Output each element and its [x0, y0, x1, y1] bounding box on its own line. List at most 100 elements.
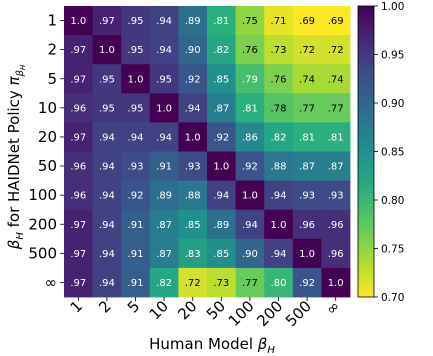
heatmap-cell [64, 122, 93, 152]
heatmap-cell [207, 151, 236, 181]
heatmap-cell [207, 64, 236, 94]
y-axis-label: βH for HAIDNet Policy πβH [5, 64, 27, 250]
heatmap-cell-label: .79 [242, 74, 258, 85]
heatmap-cell [178, 180, 208, 211]
heatmap-cell-label: 1.0 [242, 191, 258, 202]
heatmap-cell-label: .93 [185, 162, 201, 173]
x-axis-label: Human Model βH [149, 335, 275, 356]
heatmap-cell [64, 6, 93, 36]
x-tick-label: 50 [203, 297, 229, 323]
heatmap-cell-label: .92 [128, 191, 144, 202]
heatmap-cell [178, 64, 208, 94]
x-tick-label: 200 [253, 297, 286, 330]
heatmap-cell [207, 122, 236, 152]
heatmap-cell [235, 122, 265, 152]
heatmap-cell-label: .95 [128, 45, 144, 56]
heatmap-cell-label: .94 [99, 191, 115, 202]
heatmap-cell-label: .69 [299, 16, 315, 27]
heatmap-cell [292, 93, 322, 123]
colorbar-tick-label: 0.95 [381, 50, 404, 62]
y-tick-label: 50 [38, 157, 57, 175]
heatmap-cell-label: .82 [271, 132, 287, 143]
heatmap-cell [321, 122, 351, 152]
heatmap-cell-label: .87 [213, 103, 229, 114]
heatmap-cell-label: .96 [328, 249, 344, 260]
heatmap-cell-label: 1.0 [328, 278, 344, 289]
heatmap-cell-label: .97 [70, 220, 86, 231]
heatmap-cell [235, 209, 265, 240]
heatmap-cell-label: .88 [271, 162, 287, 173]
heatmap-cell [292, 122, 322, 152]
heatmap-cell [121, 180, 151, 211]
heatmap-cell [178, 209, 208, 240]
heatmap-cell-label: .94 [271, 191, 287, 202]
y-axis-ticks: 1 2 5 10 20 50 100 200 500 ∞ [28, 12, 64, 291]
y-tick-label: 100 [28, 186, 57, 204]
heatmap-cell [264, 6, 294, 36]
heatmap-cell-label: .94 [185, 103, 201, 114]
x-tick-label: 100 [225, 297, 258, 330]
colorbar-tick-label: 0.90 [381, 98, 404, 110]
heatmap-cell [121, 35, 151, 65]
heatmap-cell-label: .92 [185, 74, 201, 85]
heatmap-cell-label: .94 [128, 132, 144, 143]
heatmap-cell [292, 35, 322, 65]
heatmap-cell-label: .92 [299, 278, 315, 289]
heatmap-cell-label: 1.0 [156, 103, 172, 114]
x-tick-label: 5 [124, 297, 143, 316]
heatmap-cell [321, 209, 351, 240]
heatmap-cell-label: .74 [299, 74, 315, 85]
heatmap-cell-label: .87 [328, 162, 344, 173]
heatmap-cell [64, 209, 93, 240]
heatmap-cell [235, 93, 265, 123]
heatmap-cell [235, 6, 265, 36]
heatmap-cell [207, 180, 236, 211]
y-tick-label: ∞ [45, 273, 58, 291]
heatmap-cell [321, 151, 351, 181]
heatmap-cell-label: .87 [156, 249, 172, 260]
heatmap-cell [235, 64, 265, 94]
heatmap-cell [64, 93, 93, 123]
heatmap-cell [292, 238, 322, 269]
heatmap-cell [149, 151, 179, 181]
heatmap-cell-label: .73 [271, 45, 287, 56]
x-tick-label: 20 [174, 297, 200, 323]
heatmap-cell-label: .82 [156, 278, 172, 289]
heatmap-cell [178, 122, 208, 152]
heatmap-cell [292, 151, 322, 181]
heatmap-cell [121, 267, 151, 298]
heatmap-cell-label: .97 [70, 249, 86, 260]
heatmap-cell [321, 35, 351, 65]
heatmap-cell-label: .89 [213, 220, 229, 231]
heatmap-cell [121, 151, 151, 181]
colorbar-tick-label: 1.00 [381, 1, 404, 13]
heatmap-cell [64, 180, 93, 211]
heatmap-cell [92, 122, 122, 152]
heatmap-cell [264, 238, 294, 269]
heatmap-cell [235, 180, 265, 211]
heatmap-cell-label: .91 [128, 249, 144, 260]
heatmap-cell [92, 209, 122, 240]
colorbar-tick-label: 0.80 [381, 195, 404, 207]
heatmap-cell [149, 122, 179, 152]
heatmap-cell [178, 93, 208, 123]
heatmap-cell [64, 151, 93, 181]
heatmap-cell-label: .77 [328, 103, 344, 114]
heatmap-cell [121, 209, 151, 240]
heatmap-cell [121, 238, 151, 269]
heatmap-cell-label: .91 [128, 220, 144, 231]
heatmap-cell-label: .82 [213, 45, 229, 56]
x-tick-label: 2 [95, 297, 114, 316]
colorbar-tick-label: 0.70 [381, 292, 404, 304]
heatmap-cell-label: 1.0 [128, 74, 144, 85]
heatmap-cell-label: .91 [128, 278, 144, 289]
heatmap-cell [207, 267, 236, 298]
heatmap-cell [207, 238, 236, 269]
heatmap-cell [292, 6, 322, 36]
heatmap-cell-label: .93 [328, 191, 344, 202]
heatmap-cell [92, 64, 122, 94]
heatmap-cell [121, 122, 151, 152]
heatmap-cell [264, 35, 294, 65]
heatmap-cell-label: .72 [328, 45, 344, 56]
heatmap-cell-label: .80 [271, 278, 287, 289]
